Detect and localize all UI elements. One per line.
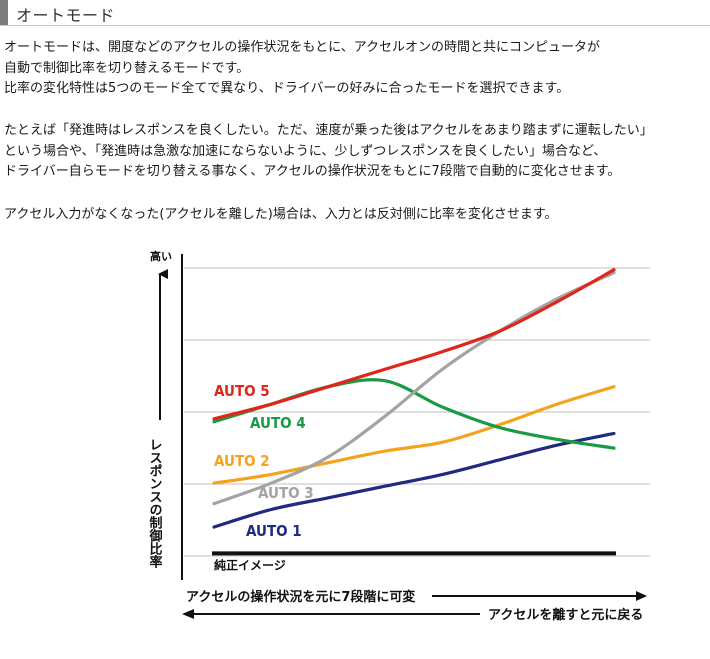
series-label-auto2: AUTO 2 xyxy=(214,452,270,470)
paragraph-line: 比率の変化特性は5つのモード全てで異なり、ドライバーの好みに合ったモードを選択で… xyxy=(4,81,570,96)
header-accent-bar xyxy=(0,0,8,25)
section-title: オートモード xyxy=(16,6,116,25)
series-line-auto5 xyxy=(212,268,616,421)
baseline-label: 純正イメージ xyxy=(214,557,286,572)
section-header: オートモード xyxy=(0,0,710,26)
chart-label-layer: 純正イメージ AUTO 5 AUTO 4 AUTO 3 AUTO 2 AUTO 1 xyxy=(214,382,314,572)
paragraph-line: 自動で制御比率を切り替えるモードです。 xyxy=(4,60,250,76)
chart-grid xyxy=(184,267,650,557)
paragraph-release: アクセル入力がなくなった(アクセルを離した)場合は、入力とは反対側に比率を変化さ… xyxy=(4,205,708,226)
series-line-auto1 xyxy=(212,431,616,529)
series-label-auto4: AUTO 4 xyxy=(250,414,306,432)
paragraph-intro: オートモードは、開度などのアクセルの操作状況をもとに、アクセルオンの時間と共にコ… xyxy=(4,38,708,100)
x-axis-forward-arrowhead xyxy=(636,591,647,601)
x-axis-backward-arrowhead xyxy=(182,609,194,619)
y-axis-label: レスポンスの制御比率 xyxy=(147,438,164,569)
chart-series-layer xyxy=(212,268,616,556)
paragraph-line: ドライバー自らモードを切り替える事なく、アクセルの操作状況をもとに7段階で自動的… xyxy=(4,164,621,179)
paragraph-line: たとえば「発進時はレスポンスを良くしたい。ただ、速度が乗った後はアクセルをあまり… xyxy=(4,123,653,138)
chart-axis-layer: 高いレスポンスの制御比率アクセルの操作状況を元に7段階に可変アクセルを離すと元に… xyxy=(147,249,647,623)
series-label-auto5: AUTO 5 xyxy=(214,382,270,400)
paragraph-line: オートモードは、開度などのアクセルの操作状況をもとに、アクセルオンの時間と共にコ… xyxy=(4,40,601,55)
series-label-auto3: AUTO 3 xyxy=(258,484,314,502)
series-label-auto1: AUTO 1 xyxy=(246,522,302,540)
paragraph-example: たとえば「発進時はレスポンスを良くしたい。ただ、速度が乗った後はアクセルをあまり… xyxy=(4,121,708,183)
series-line-auto3 xyxy=(212,271,616,506)
x-axis-forward-label: アクセルの操作状況を元に7段階に可変 xyxy=(186,589,415,605)
series-line-auto2 xyxy=(212,385,616,485)
y-axis-high-label: 高い xyxy=(150,249,172,263)
auto-mode-chart: 純正イメージ AUTO 5 AUTO 4 AUTO 3 AUTO 2 AUTO 1 高いレ… xyxy=(147,249,650,623)
paragraph-line: という場合や、「発進時は急激な加速にならないように、少しずつレスポンスを良くした… xyxy=(4,143,607,159)
paragraph-line: アクセル入力がなくなった(アクセルを離した)場合は、入力とは反対側に比率を変化さ… xyxy=(4,207,558,222)
x-axis-backward-label: アクセルを離すと元に戻る xyxy=(488,607,643,623)
